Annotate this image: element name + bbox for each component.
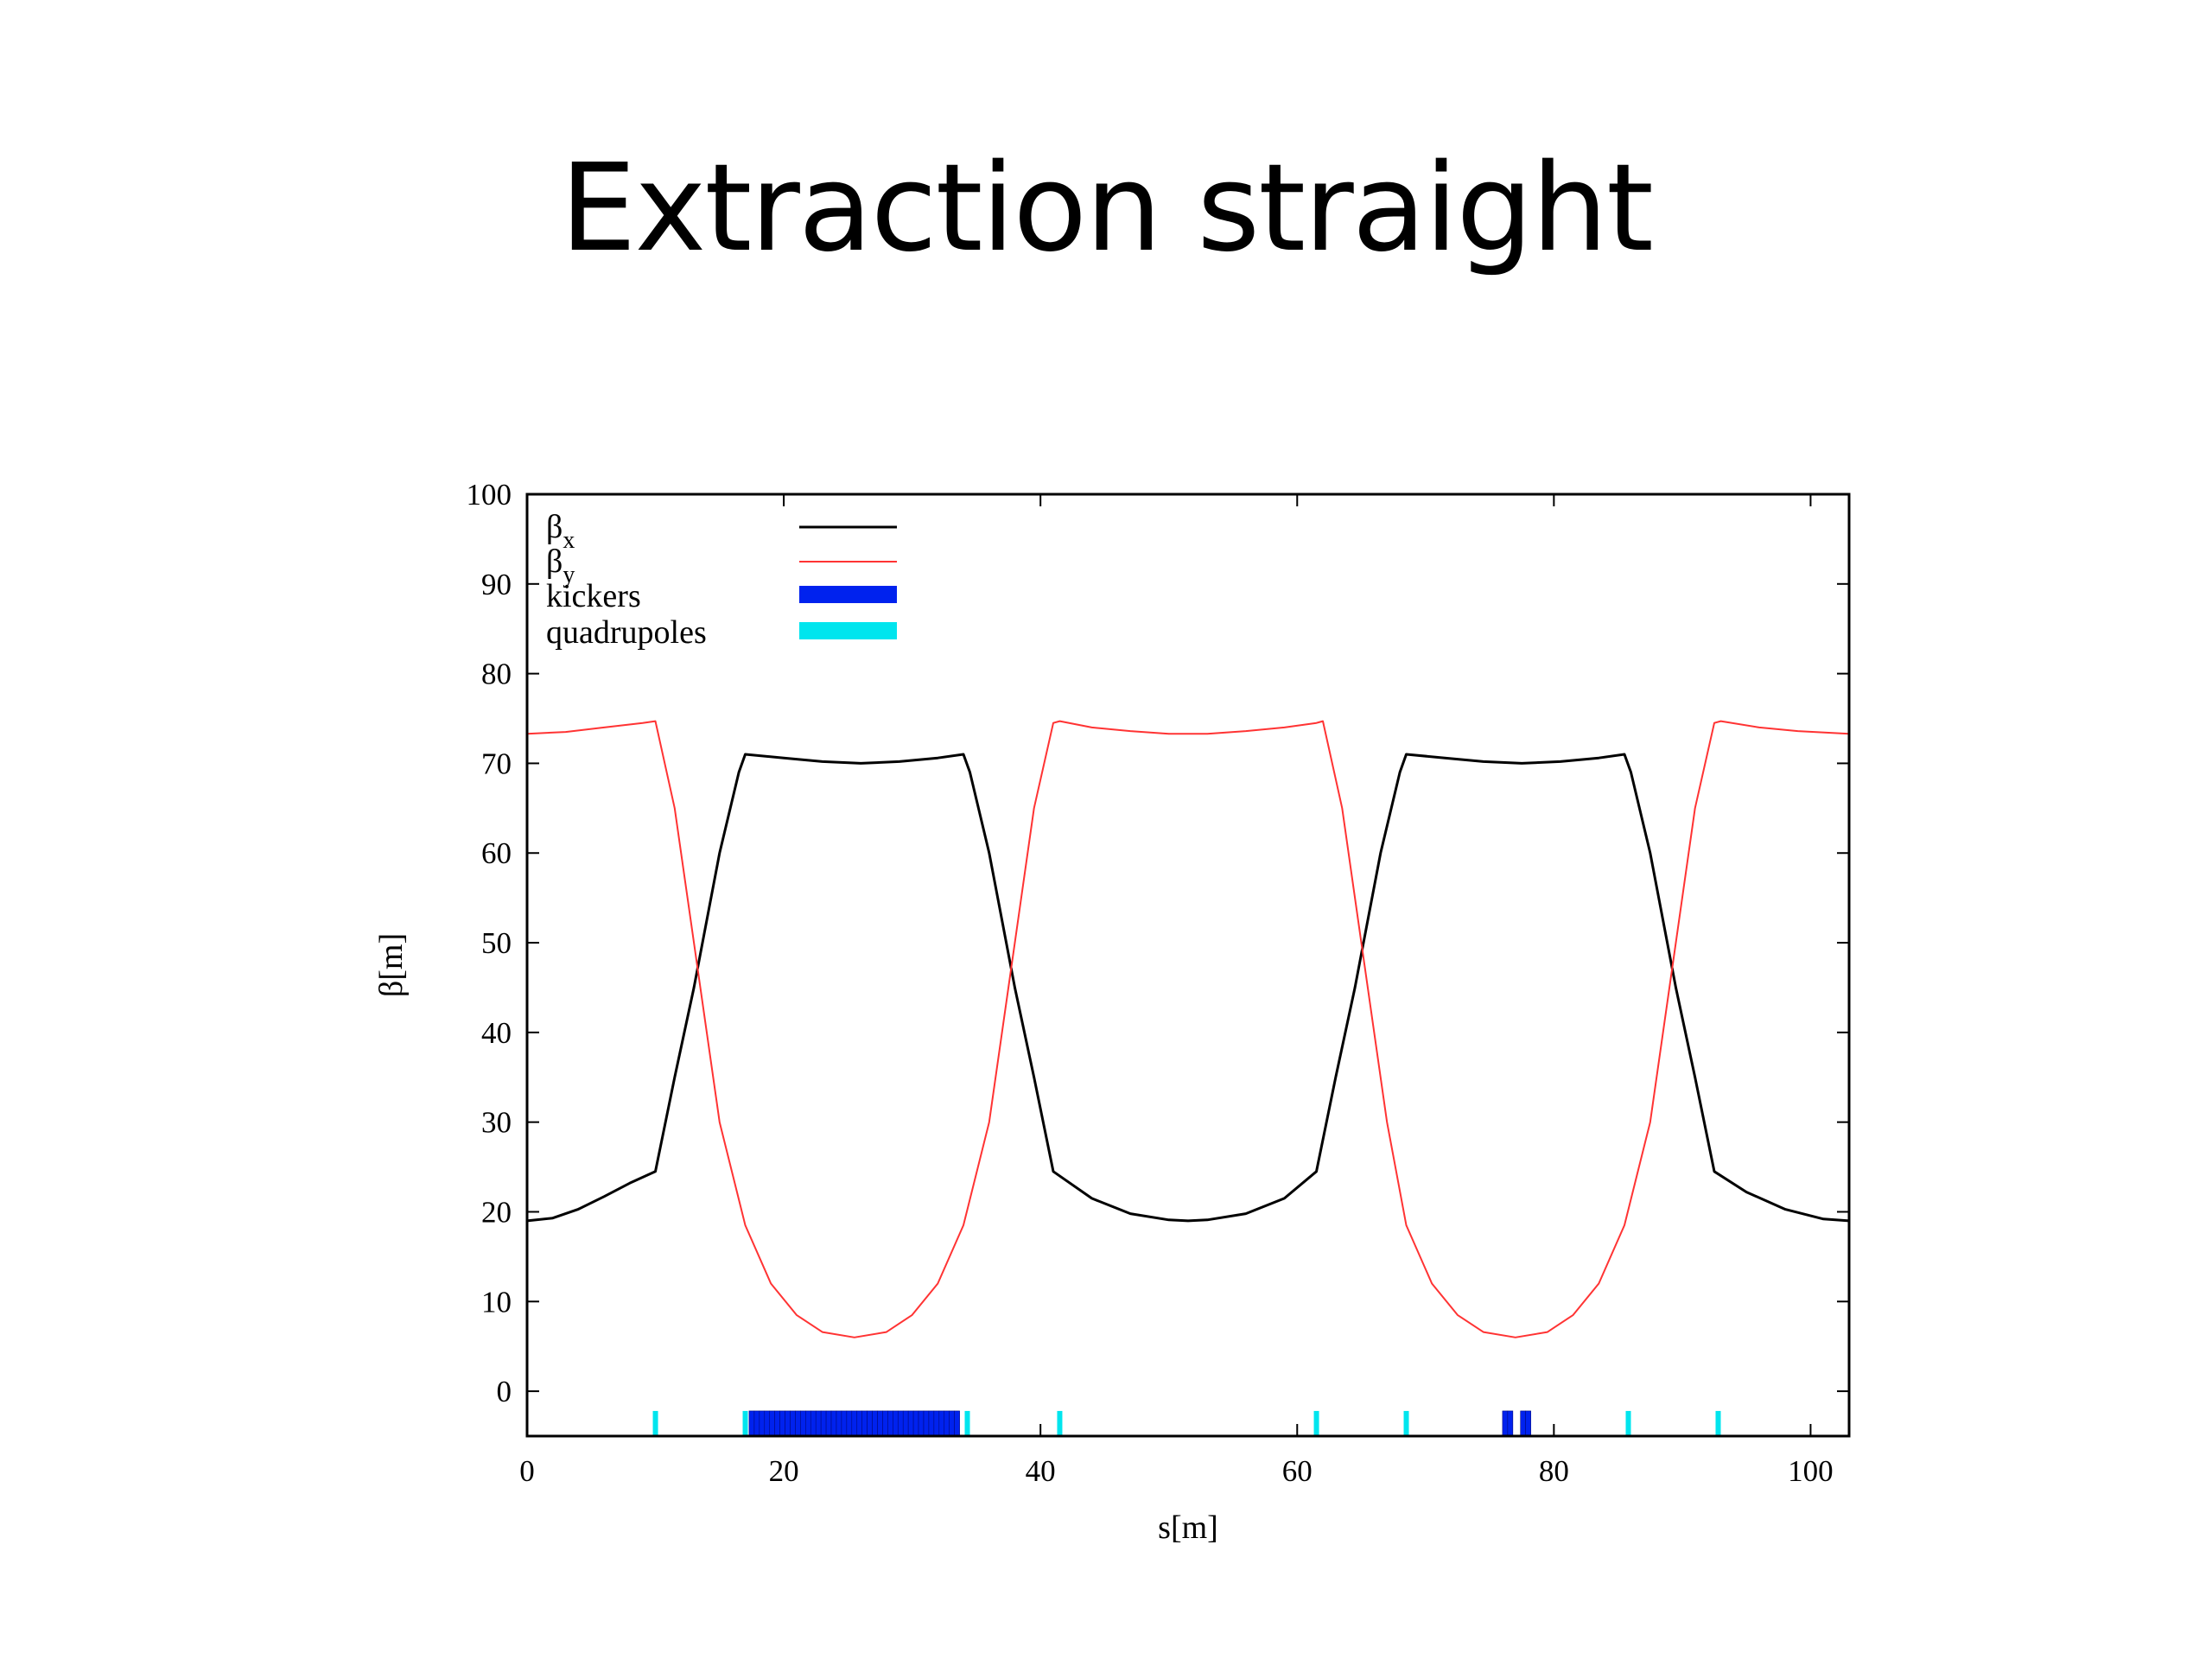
- kicker-marker: [933, 1410, 940, 1437]
- x-tick-label: 40: [1026, 1454, 1056, 1488]
- kicker-marker: [825, 1410, 832, 1437]
- legend-label-quadrupoles: quadrupoles: [546, 614, 707, 651]
- kicker-marker: [907, 1410, 914, 1437]
- y-tick-label: 40: [481, 1016, 512, 1050]
- kicker-marker: [887, 1410, 893, 1437]
- quadrupole-marker: [964, 1410, 970, 1436]
- series-line-beta-x: [526, 753, 1850, 1223]
- legend-swatch-kickers: [799, 586, 897, 603]
- kicker-marker: [851, 1410, 858, 1437]
- kicker-marker: [872, 1410, 878, 1437]
- slide-title: Extraction straight: [560, 138, 1654, 279]
- x-tick-label: 100: [1788, 1454, 1834, 1488]
- kicker-marker: [764, 1410, 771, 1437]
- legend-swatch-quadrupoles: [799, 622, 897, 639]
- kicker-marker: [877, 1410, 883, 1437]
- kicker-marker: [748, 1410, 755, 1437]
- x-tick-label: 60: [1282, 1454, 1313, 1488]
- kicker-marker: [810, 1410, 817, 1437]
- y-tick-label: 70: [481, 747, 512, 780]
- y-tick-label: 80: [481, 658, 512, 691]
- kicker-marker: [753, 1410, 760, 1437]
- kicker-marker: [1520, 1410, 1526, 1437]
- kicker-marker: [820, 1410, 827, 1437]
- kicker-marker: [938, 1410, 945, 1437]
- legend-swatches: [799, 525, 897, 639]
- kicker-marker: [918, 1410, 925, 1437]
- tick-labels: 0 10 20 30 40 50 60 70 80 90 100 0 20 40 60 80 100: [467, 478, 1834, 1488]
- kicker-marker: [800, 1410, 806, 1437]
- kicker-marker: [830, 1410, 837, 1437]
- kicker-marker: [846, 1410, 853, 1437]
- legend-label-beta-x: βx: [546, 509, 575, 554]
- kicker-marker: [928, 1410, 935, 1437]
- kicker-marker: [893, 1410, 899, 1437]
- quadrupole-marker: [1715, 1410, 1721, 1436]
- kicker-marker: [944, 1410, 950, 1437]
- kicker-marker: [836, 1410, 842, 1437]
- x-tick-label: 80: [1539, 1454, 1569, 1488]
- y-tick-label: 50: [481, 926, 512, 960]
- y-tick-label: 0: [497, 1375, 512, 1408]
- plot-frame: [525, 493, 1851, 1438]
- legend-label-beta-y: βy: [546, 543, 575, 588]
- kicker-marker: [912, 1410, 919, 1437]
- kicker-marker: [897, 1410, 904, 1437]
- kicker-marker: [923, 1410, 930, 1437]
- x-tick-label: 0: [519, 1454, 535, 1488]
- kicker-marker: [759, 1410, 766, 1437]
- y-axis-label: β[m]: [373, 933, 410, 997]
- y-tick-label: 90: [481, 568, 512, 601]
- kicker-marker: [805, 1410, 811, 1437]
- y-tick-label: 10: [481, 1285, 512, 1319]
- quadrupole-marker: [742, 1410, 748, 1436]
- kicker-marker: [1502, 1410, 1509, 1437]
- y-tick-label: 30: [481, 1106, 512, 1140]
- kicker-marker: [867, 1410, 873, 1437]
- kicker-marker: [815, 1410, 822, 1437]
- axis-ticks: [526, 493, 1849, 1436]
- x-axis-label: s[m]: [1158, 1510, 1218, 1546]
- kicker-marker: [861, 1410, 868, 1437]
- kicker-marker: [841, 1410, 848, 1437]
- y-tick-label: 20: [481, 1195, 512, 1229]
- legend-label-kickers: kickers: [546, 578, 641, 614]
- y-tick-label: 100: [467, 478, 512, 512]
- kicker-marker: [954, 1410, 960, 1437]
- kicker-marker: [949, 1410, 955, 1437]
- kicker-marker: [774, 1410, 780, 1437]
- kicker-marker: [882, 1410, 888, 1437]
- kicker-marker: [1507, 1410, 1514, 1437]
- kicker-marker: [785, 1410, 791, 1437]
- quadrupole-marker: [652, 1410, 658, 1436]
- kicker-marker: [790, 1410, 796, 1437]
- element-markers: [652, 1410, 1721, 1437]
- series-line-beta-y: [526, 720, 1850, 1338]
- kicker-marker: [1525, 1410, 1531, 1437]
- quadrupole-marker: [1625, 1410, 1631, 1436]
- kicker-marker: [769, 1410, 776, 1437]
- legend: βx βy kickers quadrupoles: [546, 509, 897, 651]
- kicker-marker: [902, 1410, 909, 1437]
- quadrupole-marker: [1403, 1410, 1409, 1436]
- y-tick-label: 60: [481, 836, 512, 870]
- kicker-marker: [779, 1410, 785, 1437]
- quadrupole-marker: [1313, 1410, 1319, 1436]
- series-lines: [526, 720, 1850, 1338]
- x-tick-label: 20: [769, 1454, 799, 1488]
- kicker-marker: [856, 1410, 863, 1437]
- kicker-marker: [795, 1410, 801, 1437]
- quadrupole-marker: [1057, 1410, 1063, 1436]
